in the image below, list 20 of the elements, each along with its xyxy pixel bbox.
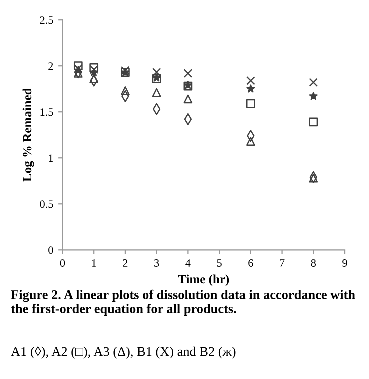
x-tick-label: 7 <box>280 260 285 267</box>
y-axis-title: Log % Remained <box>22 88 34 182</box>
x-tick-label: 4 <box>186 260 191 267</box>
x-tick-label: 8 <box>311 259 316 267</box>
x-axis-title: Time (hr) <box>178 274 230 286</box>
x-tick-label: 3 <box>154 260 160 267</box>
caption: Figure 2. A linear plots of dissolution data in accordance with the first-order equation for all products. <box>11 290 356 316</box>
x-tick-label: 6 <box>248 260 254 267</box>
y-tick-label: 1.5 <box>40 108 54 116</box>
x-tick-label: 1 <box>92 260 96 267</box>
x-tick-label: 5 <box>217 260 222 267</box>
text: A1 (◊), A2 (□), A3 (Δ), B1 (X) and B2 (ж) <box>11 346 236 359</box>
y-tick-label: 0.5 <box>40 200 54 208</box>
y-tick-label: 2.5 <box>40 16 54 24</box>
y-tick-label: 2 <box>48 62 54 70</box>
y-tick-label: 0 <box>48 246 54 254</box>
x-tick-label: 0 <box>60 259 66 267</box>
y-tick-label: 1 <box>49 154 54 162</box>
x-tick-label: 9 <box>342 260 348 267</box>
x-tick-label: 2 <box>123 260 128 267</box>
